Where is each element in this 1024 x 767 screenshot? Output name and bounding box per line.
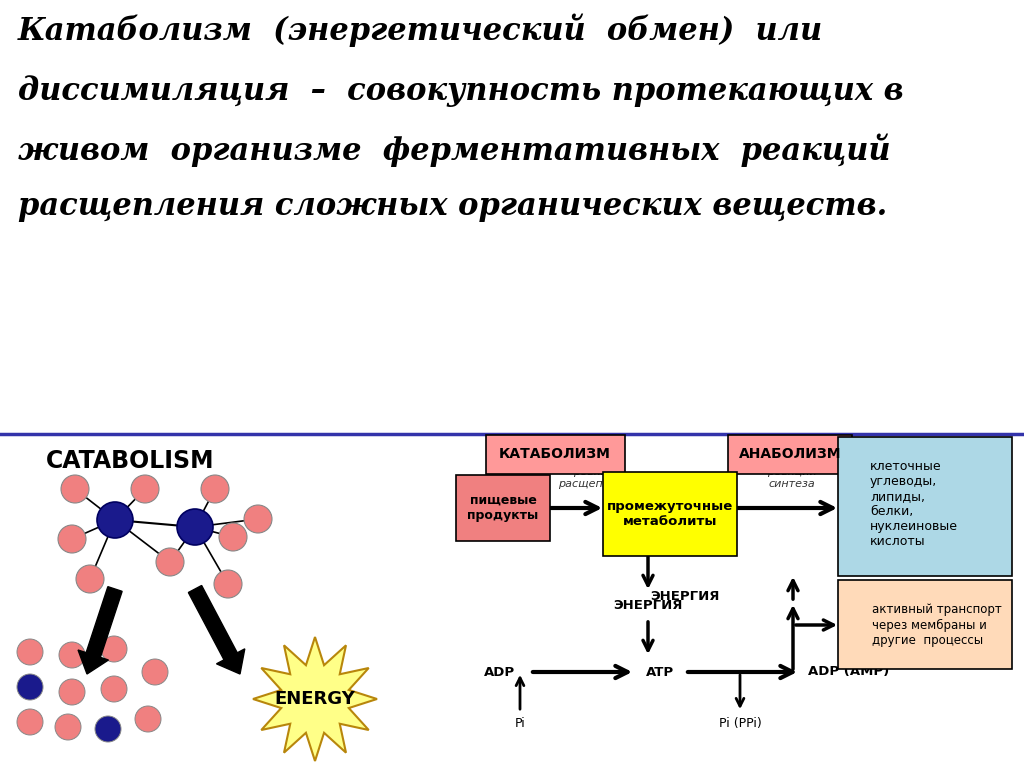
Text: расщепления: расщепления [558,479,638,489]
FancyArrow shape [78,587,122,674]
Circle shape [156,548,184,576]
Text: реакции: реакции [573,467,623,477]
FancyBboxPatch shape [603,472,737,556]
Polygon shape [253,637,377,761]
Text: ЭНЕРГИЯ: ЭНЕРГИЯ [650,591,720,604]
Circle shape [244,505,272,533]
Circle shape [55,714,81,740]
FancyBboxPatch shape [838,437,1012,576]
Text: промежуточные
метаболиты: промежуточные метаболиты [607,500,733,528]
Circle shape [58,525,86,553]
Text: ATP: ATP [646,666,674,679]
Text: Pi: Pi [515,717,525,730]
Text: синтеза: синтеза [769,479,815,489]
Text: Катаболизм  (энергетический  обмен)  или: Катаболизм (энергетический обмен) или [18,14,823,47]
Text: диссимиляция  –  совокупность протекающих в: диссимиляция – совокупность протекающих … [18,75,903,107]
Circle shape [142,659,168,685]
Circle shape [17,709,43,735]
Circle shape [59,642,85,668]
Circle shape [101,676,127,702]
Text: расщепления сложных органических веществ.: расщепления сложных органических веществ… [18,191,887,222]
Text: активный транспорт
через мембраны и
другие  процессы: активный транспорт через мембраны и друг… [872,604,1001,647]
FancyBboxPatch shape [838,580,1012,669]
Text: пищевые
продукты: пищевые продукты [467,494,539,522]
FancyBboxPatch shape [486,435,625,474]
Text: ADP (AMP): ADP (AMP) [808,666,889,679]
Circle shape [59,679,85,705]
Circle shape [214,570,242,598]
FancyBboxPatch shape [456,475,550,541]
Circle shape [17,639,43,665]
Text: ENERGY: ENERGY [274,690,355,708]
Circle shape [101,636,127,662]
Circle shape [95,716,121,742]
Text: ЭНЕРГИЯ: ЭНЕРГИЯ [613,599,683,612]
Circle shape [17,674,43,700]
Circle shape [219,523,247,551]
Circle shape [177,509,213,545]
Text: КАТАБОЛИЗМ: КАТАБОЛИЗМ [499,447,611,461]
Circle shape [76,565,104,593]
Text: АНАБОЛИЗМ: АНАБОЛИЗМ [738,447,842,461]
Circle shape [201,475,229,503]
Text: реакции: реакции [767,467,817,477]
Circle shape [135,706,161,732]
Text: клеточные
углеводы,
липиды,
белки,
нуклеиновые
кислоты: клеточные углеводы, липиды, белки, нукле… [870,460,958,548]
Text: CATABOLISM: CATABOLISM [46,449,214,473]
FancyBboxPatch shape [728,435,852,474]
Text: живом  организме  ферментативных  реакций: живом организме ферментативных реакций [18,133,891,167]
Text: Pi (PPi): Pi (PPi) [719,717,762,730]
Circle shape [97,502,133,538]
FancyArrow shape [188,585,245,674]
Circle shape [131,475,159,503]
Circle shape [61,475,89,503]
Text: ADP: ADP [484,666,515,679]
